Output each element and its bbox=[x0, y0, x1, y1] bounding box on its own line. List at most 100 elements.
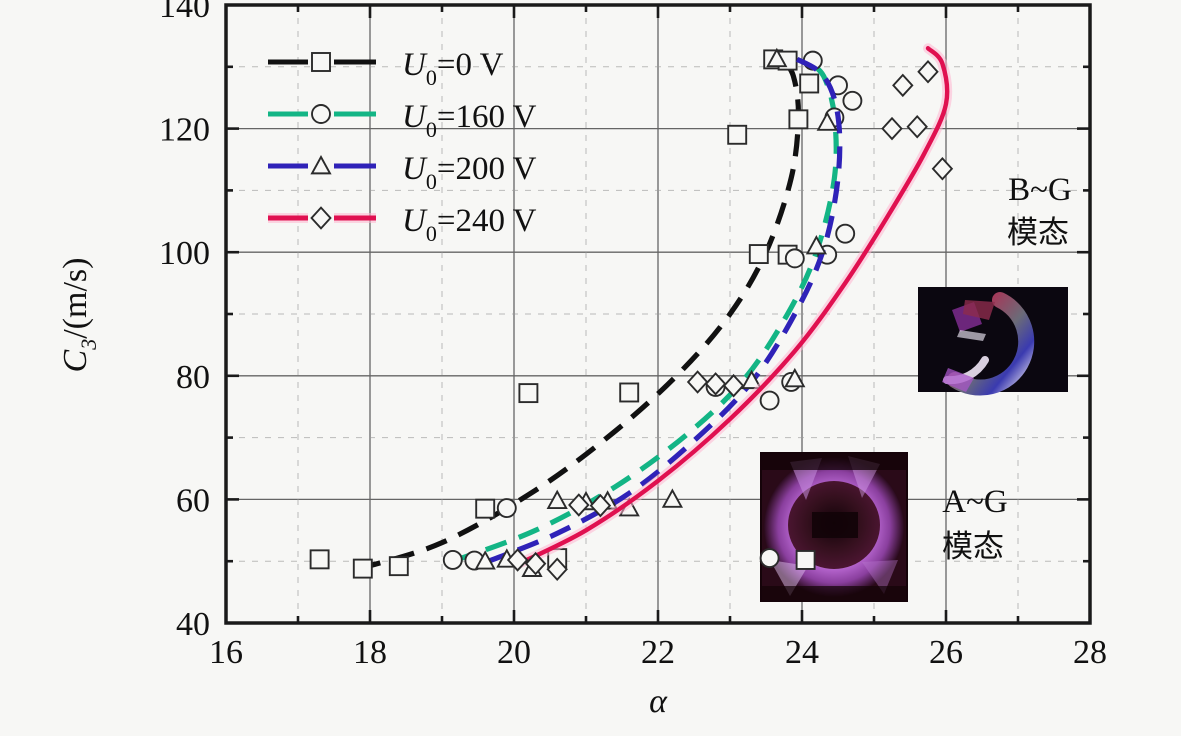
data-marker-circle bbox=[835, 223, 856, 244]
data-marker-square bbox=[619, 382, 640, 403]
legend-label-sub: 0 bbox=[426, 169, 437, 194]
y-tick-label: 140 bbox=[159, 0, 210, 25]
x-axis-tick-labels: 16 18 20 22 24 26 28 bbox=[209, 634, 1107, 671]
x-tick-label: 26 bbox=[929, 634, 963, 671]
y-tick-label: 80 bbox=[176, 359, 210, 396]
data-marker-triangle bbox=[740, 369, 763, 390]
legend-label-sub: 0 bbox=[426, 221, 437, 246]
y-axis-title-unit: /(m/s) bbox=[57, 258, 94, 339]
data-marker-triangle bbox=[816, 111, 838, 131]
y-axis-tick-labels: 40 60 80 100 120 140 bbox=[159, 0, 210, 643]
y-tick-label: 40 bbox=[176, 606, 210, 643]
legend-label: U0=240 V bbox=[402, 203, 537, 246]
data-marker-diamond bbox=[506, 548, 529, 572]
data-marker-triangle bbox=[805, 235, 828, 255]
data-marker-square bbox=[352, 558, 373, 579]
legend-entry-3[interactable]: U0=200 V bbox=[268, 151, 537, 194]
legend-label: U0=0 V bbox=[402, 47, 504, 90]
data-marker-circle bbox=[759, 390, 780, 411]
data-marker-triangle bbox=[474, 550, 496, 570]
data-series-group bbox=[309, 43, 954, 581]
data-marker-triangle bbox=[546, 489, 568, 509]
data-marker-square bbox=[795, 550, 816, 570]
svg-text:C3/(m/s): C3/(m/s) bbox=[57, 258, 101, 373]
legend-label-rest: =0 V bbox=[437, 47, 504, 83]
annotation-a-g-mode-line1: A~G bbox=[942, 484, 1008, 520]
data-marker-diamond bbox=[310, 206, 332, 230]
data-marker-diamond bbox=[686, 370, 709, 394]
series-3 bbox=[474, 47, 843, 577]
data-marker-square bbox=[748, 244, 769, 265]
data-marker-diamond bbox=[906, 114, 928, 139]
legend-label-rest: =200 V bbox=[437, 151, 537, 187]
legend-label-main: U bbox=[402, 99, 428, 135]
y-tick-label: 120 bbox=[159, 112, 210, 149]
data-marker-square bbox=[727, 124, 748, 145]
data-marker-circle bbox=[311, 104, 331, 124]
y-axis-title: C3/(m/s) bbox=[57, 258, 101, 373]
data-marker-square bbox=[388, 556, 409, 577]
legend-entry-2[interactable]: U0=160 V bbox=[268, 99, 537, 142]
data-marker-diamond bbox=[881, 116, 903, 141]
axis-ticks bbox=[224, 3, 1092, 625]
data-marker-diamond bbox=[568, 493, 590, 517]
annotation-a-g-mode-line2: 模态 bbox=[942, 529, 1004, 565]
y-axis-title-sub: 3 bbox=[76, 339, 101, 351]
data-marker-triangle bbox=[661, 488, 684, 508]
x-tick-label: 22 bbox=[641, 634, 675, 671]
annotation-b-g-mode-line2: 模态 bbox=[1007, 215, 1069, 251]
data-marker-square bbox=[799, 73, 820, 94]
data-marker-circle bbox=[842, 90, 863, 111]
legend-label-sub: 0 bbox=[426, 65, 437, 90]
x-tick-label: 20 bbox=[497, 634, 531, 671]
annotation-a-g-mode: A~G 模态 bbox=[942, 484, 1008, 565]
series-line bbox=[484, 55, 843, 565]
x-axis-title: α bbox=[649, 683, 668, 720]
y-axis-title-main: C bbox=[57, 349, 94, 372]
data-marker-square bbox=[311, 52, 331, 72]
data-marker-circle bbox=[442, 550, 463, 570]
annotation-b-g-mode: B~G 模态 bbox=[1007, 172, 1072, 251]
b-g-mode-image bbox=[918, 287, 1068, 396]
data-marker-circle bbox=[759, 548, 780, 569]
data-marker-diamond bbox=[524, 551, 547, 576]
legend-label-sub: 0 bbox=[426, 117, 437, 142]
legend-label-main: U bbox=[402, 151, 428, 187]
a-g-mode-image bbox=[760, 452, 908, 602]
data-marker-circle bbox=[784, 248, 805, 269]
data-marker-diamond bbox=[892, 73, 914, 98]
x-tick-label: 24 bbox=[785, 634, 819, 671]
y-tick-label: 100 bbox=[159, 235, 210, 272]
data-marker-triangle bbox=[784, 367, 806, 388]
legend-label-rest: =240 V bbox=[437, 203, 537, 239]
legend-label-main: U bbox=[402, 47, 428, 83]
data-marker-diamond bbox=[589, 493, 612, 518]
series-line bbox=[515, 46, 950, 567]
data-marker-diamond bbox=[931, 157, 954, 181]
x-tick-label: 18 bbox=[353, 634, 387, 671]
data-marker-triangle bbox=[310, 155, 332, 175]
data-marker-circle bbox=[496, 498, 517, 519]
legend-label-main: U bbox=[402, 203, 428, 239]
legend-label: U0=200 V bbox=[402, 151, 537, 194]
data-marker-diamond bbox=[704, 372, 727, 396]
data-marker-triangle bbox=[766, 47, 788, 68]
data-marker-diamond bbox=[722, 373, 745, 398]
legend-entry-4[interactable]: U0=240 V bbox=[268, 203, 537, 246]
data-marker-diamond bbox=[917, 59, 939, 84]
x-tick-label: 16 bbox=[209, 634, 243, 671]
data-marker-diamond bbox=[546, 557, 568, 581]
legend-entry-1[interactable]: U0=0 V bbox=[268, 47, 504, 90]
data-marker-square bbox=[309, 549, 330, 570]
annotation-b-g-mode-line1: B~G bbox=[1008, 172, 1072, 208]
data-marker-square bbox=[518, 383, 539, 404]
y-tick-label: 60 bbox=[176, 482, 210, 519]
legend-label: U0=160 V bbox=[402, 99, 537, 142]
data-marker-square bbox=[788, 109, 809, 130]
legend-label-rest: =160 V bbox=[437, 99, 537, 135]
x-tick-label: 28 bbox=[1073, 634, 1107, 671]
chart-legend: U0=0 VU0=160 VU0=200 VU0=240 V bbox=[268, 47, 537, 246]
data-marker-square bbox=[475, 498, 496, 519]
series-4 bbox=[506, 43, 954, 581]
